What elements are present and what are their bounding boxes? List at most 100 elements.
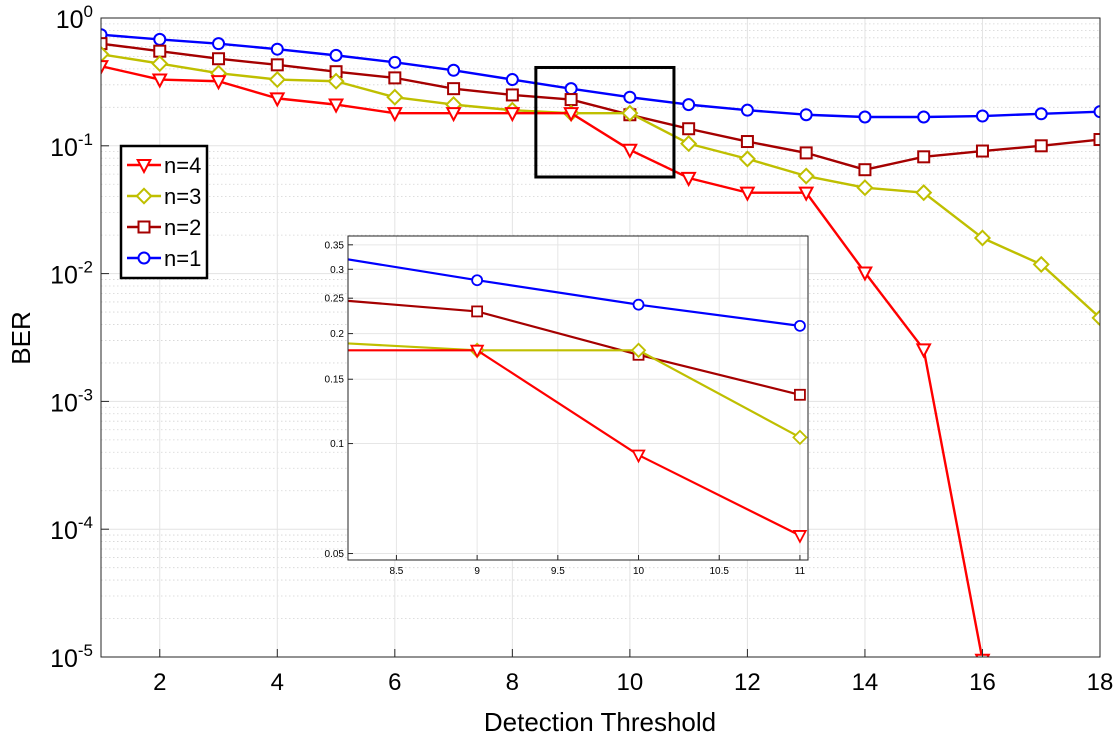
data-point-n=3 <box>856 179 874 197</box>
data-point-n=1 <box>682 98 696 112</box>
inset-series-line-n=4 <box>348 349 801 537</box>
data-point-n=4 <box>915 343 932 359</box>
x-tick-label: 2 <box>153 669 166 696</box>
inset-x-tick-label: 9 <box>474 566 480 577</box>
inset-series-group <box>348 258 808 544</box>
data-point-n=3 <box>151 55 169 73</box>
legend: n=4 n=3 n=2 n=1 <box>119 144 209 280</box>
data-point-n=2 <box>1093 133 1100 147</box>
data-point-n=4 <box>386 107 403 123</box>
data-point-n=2 <box>858 163 872 177</box>
inset-y-tick-label: 0.3 <box>330 265 344 276</box>
data-point-n=4 <box>504 107 521 123</box>
legend-label: n=3 <box>164 184 201 209</box>
y-tick-base: 10 <box>50 262 78 290</box>
inset-x-tick-label: 11 <box>795 566 806 577</box>
x-axis-label: Detection Threshold <box>484 707 716 737</box>
data-point-n=3 <box>680 135 698 153</box>
data-point-n=4 <box>445 107 462 123</box>
inset-y-tick-label: 0.35 <box>325 240 345 251</box>
inset-y-tick-label: 0.25 <box>325 294 345 305</box>
data-point-n=2 <box>740 135 754 149</box>
y-tick-label: 10-4 <box>50 513 93 545</box>
data-point-n=1 <box>799 108 813 122</box>
inset-x-tick-label: 10 <box>633 566 645 577</box>
data-point-n=4 <box>563 107 580 123</box>
data-point-n=3 <box>738 150 756 168</box>
inset-data-point-n=4 <box>792 530 808 544</box>
y-tick-exponent: -5 <box>78 641 93 660</box>
y-tick-label: 100 <box>56 2 93 34</box>
data-point-n=2 <box>975 144 989 158</box>
data-point-n=2 <box>917 150 931 164</box>
legend-label: n=2 <box>164 215 201 240</box>
inset-frame <box>347 235 809 561</box>
y-tick-base: 10 <box>50 134 78 162</box>
legend-box <box>119 144 209 280</box>
data-point-n=3 <box>268 70 286 89</box>
x-tick-label: 12 <box>734 669 761 696</box>
data-point-n=2 <box>447 82 461 96</box>
inset-series-line-n=3 <box>348 342 801 439</box>
inset-data-point-n=4 <box>469 344 485 359</box>
inset-background <box>348 236 808 560</box>
data-point-n=4 <box>210 75 227 91</box>
inset-y-tick-label: 0.2 <box>330 329 344 340</box>
inset-data-point-n=4 <box>631 449 646 464</box>
legend-swatch-marker <box>137 251 151 265</box>
inset-y-tick-label: 0.1 <box>330 439 344 450</box>
x-tick-label: 8 <box>506 669 519 696</box>
inset-data-point-n=1 <box>471 274 484 287</box>
data-point-n=1 <box>623 90 637 104</box>
data-point-n=3 <box>621 104 639 122</box>
data-point-n=3 <box>327 72 345 90</box>
data-point-n=1 <box>153 32 167 46</box>
inset-y-tick-label: 0.15 <box>325 375 345 386</box>
data-point-n=1 <box>1034 107 1048 121</box>
data-point-n=2 <box>101 37 108 51</box>
data-point-n=2 <box>505 88 519 102</box>
data-point-n=4 <box>680 171 697 188</box>
inset-series-line-n=1 <box>348 258 801 327</box>
y-tick-base: 10 <box>50 645 78 673</box>
data-point-n=4 <box>269 92 286 108</box>
y-tick-exponent: -3 <box>78 385 93 404</box>
data-point-n=3 <box>915 184 933 202</box>
data-point-n=4 <box>798 186 815 202</box>
data-point-n=4 <box>328 98 345 114</box>
data-point-n=1 <box>270 42 284 56</box>
main-series-group <box>101 28 1100 657</box>
data-point-n=1 <box>447 63 461 77</box>
legend-swatch-marker <box>137 220 151 234</box>
data-point-n=4 <box>151 73 168 89</box>
y-tick-exponent: -2 <box>78 258 93 277</box>
series-line-n=2 <box>101 42 1100 171</box>
inset-data-point-n=3 <box>792 429 808 446</box>
data-point-n=1 <box>212 37 226 51</box>
data-point-n=3 <box>797 167 815 185</box>
y-tick-exponent: -1 <box>78 130 93 149</box>
data-point-n=3 <box>973 229 992 247</box>
series-line-n=4 <box>101 64 984 657</box>
y-tick-label: 10-3 <box>50 385 93 417</box>
data-point-n=4 <box>856 266 873 282</box>
data-point-n=2 <box>388 71 402 85</box>
data-point-n=4 <box>739 186 756 202</box>
data-point-n=1 <box>564 82 578 96</box>
x-tick-labels: 2 4 6 8 10 12 14 16 18 <box>153 649 1113 696</box>
x-tick-label: 16 <box>969 669 996 696</box>
inset-chart: 8.5 9 9.5 10 10.5 11 0.05 0.1 0.15 0.2 0.25 0.3 0.35 <box>325 235 809 577</box>
data-point-n=3 <box>386 88 404 106</box>
data-point-n=2 <box>799 146 813 160</box>
data-point-n=3 <box>1032 255 1050 273</box>
inset-x-tick-label: 9.5 <box>551 566 565 577</box>
legend-swatch-marker <box>136 158 152 175</box>
data-point-n=2 <box>682 122 696 136</box>
data-point-n=2 <box>1034 139 1048 153</box>
x-tick-label: 14 <box>852 669 879 696</box>
data-point-n=4 <box>621 143 638 159</box>
data-point-n=2 <box>212 52 226 66</box>
data-point-n=2 <box>270 58 284 72</box>
data-point-n=1 <box>917 110 931 124</box>
